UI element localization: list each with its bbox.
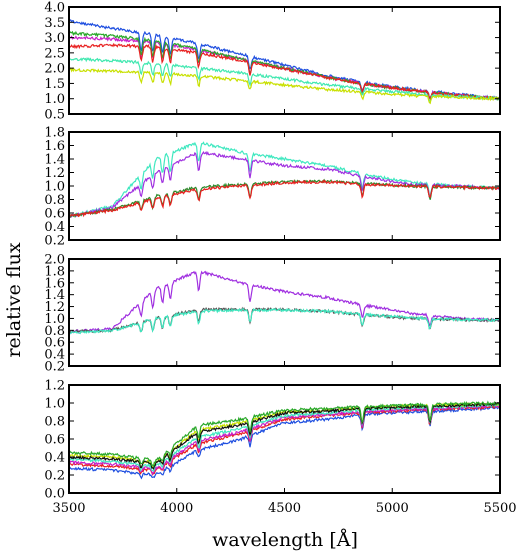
y-tick-label: 1.0 [44, 312, 65, 327]
y-tick-label: 1.0 [44, 397, 65, 412]
x-tick-label: 3500 [52, 501, 85, 516]
y-tick-label: 0.6 [44, 207, 65, 222]
y-tick-label: 1.4 [44, 288, 65, 303]
y-tick-label: 1.6 [44, 139, 65, 154]
y-tick-label: 0.8 [44, 193, 65, 208]
panel-1: 0.51.01.52.02.53.03.54.0 [44, 1, 501, 123]
y-tick-label: 1.8 [44, 126, 65, 141]
y-tick-label: 2.0 [44, 62, 65, 77]
y-tick-label: 2.0 [44, 253, 65, 268]
y-tick-label: 1.6 [44, 276, 65, 291]
y-tick-label: 0.4 [44, 451, 65, 466]
y-tick-label: 1.2 [44, 300, 65, 315]
y-tick-label: 1.5 [44, 77, 65, 92]
series-line-3 [69, 307, 500, 335]
y-tick-label: 1.0 [44, 180, 65, 195]
y-tick-label: 0.4 [44, 348, 65, 363]
series-line-5 [69, 57, 500, 103]
y-tick-label: 0.4 [44, 220, 65, 235]
y-tick-label: 3.5 [44, 16, 65, 31]
panel-3: 0.20.40.60.81.01.21.41.61.82.0 [44, 253, 501, 375]
y-tick-label: 0.6 [44, 336, 65, 351]
x-tick-label: 4000 [160, 501, 193, 516]
y-tick-label: 1.2 [44, 379, 65, 394]
series-line-1 [69, 19, 500, 101]
series-line-2 [69, 150, 500, 219]
plot-frame [68, 384, 501, 494]
plot-frame [68, 258, 501, 367]
y-tick-label: 1.0 [44, 92, 65, 107]
series-line-1 [69, 141, 500, 218]
y-tick-label: 0.8 [44, 415, 65, 430]
plot-frame [68, 6, 501, 115]
series-line-4 [69, 179, 500, 218]
series-line-6 [69, 67, 500, 105]
y-tick-label: 0.8 [44, 324, 65, 339]
y-tick-label: 0.5 [44, 108, 65, 123]
x-tick-label: 5500 [483, 501, 516, 516]
panel-4: 0.0 0.2 0.4 0.6 0.8 1.0 1.2 3500 4000 4500 5000 550… [44, 379, 516, 517]
y-tick-label: 0.6 [44, 433, 65, 448]
y-axis-label: relative flux [3, 242, 25, 357]
y-tick-label: 1.4 [44, 153, 65, 168]
series-line-1 [69, 270, 500, 334]
y-tick-label: 0.2 [44, 360, 65, 375]
series-line-4 [69, 42, 500, 101]
y-tick-label: 0.0 [44, 487, 65, 502]
panel-2: 0.20.40.60.81.01.21.41.61.8 [44, 126, 501, 249]
y-tick-label: 2.5 [44, 46, 65, 61]
y-tick-label: 4.0 [44, 1, 65, 16]
x-tick-label: 4500 [268, 501, 301, 516]
x-tick-label: 5000 [376, 501, 409, 516]
y-tick-label: 0.2 [44, 234, 65, 249]
series-line-7 [69, 400, 500, 468]
y-tick-label: 3.0 [44, 31, 65, 46]
y-tick-label: 0.2 [44, 469, 65, 484]
x-axis-label: wavelength [Å] [212, 529, 358, 551]
y-tick-label: 1.8 [44, 264, 65, 279]
y-tick-label: 1.2 [44, 166, 65, 181]
